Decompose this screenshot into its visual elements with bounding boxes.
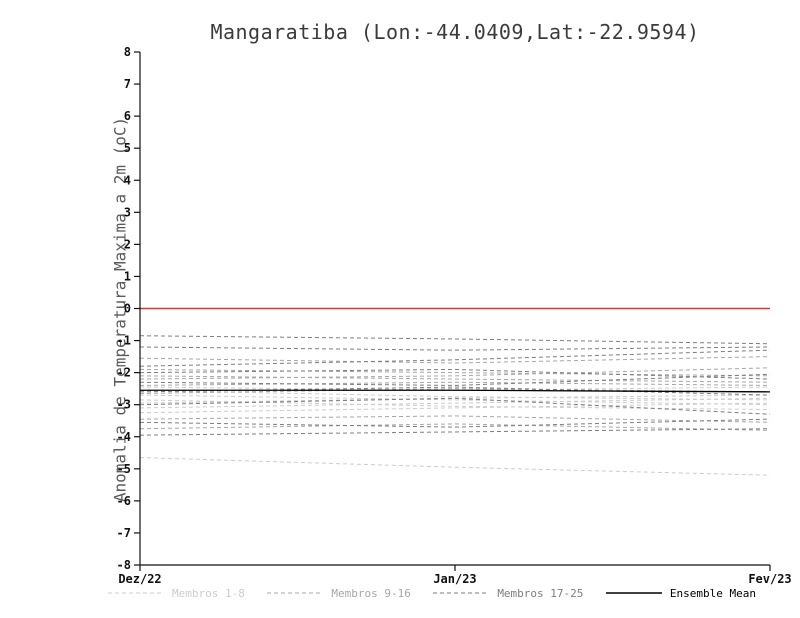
ensemble-member-line — [139, 397, 771, 409]
y-tick-label: -4 — [117, 430, 131, 444]
y-tick-label: 5 — [124, 141, 131, 155]
legend-label: Membros 9-16 — [331, 586, 411, 600]
ensemble-member-line — [139, 346, 771, 351]
ensemble-member-line — [139, 402, 771, 414]
dashed-line-icon — [108, 592, 164, 594]
ensemble-member-line — [139, 397, 771, 415]
ensemble-member-line — [139, 368, 771, 377]
dashed-line-icon — [267, 592, 324, 594]
y-tick-label: 6 — [124, 109, 131, 123]
ensemble-member-line — [139, 356, 771, 364]
legend-item-ensemble-mean: Ensemble Mean — [605, 586, 756, 600]
ensemble-member-line — [139, 373, 771, 386]
y-tick-label: -7 — [117, 526, 131, 540]
legend-label: Ensemble Mean — [669, 586, 756, 600]
y-tick-label: -1 — [117, 334, 131, 348]
y-tick-label: 7 — [124, 77, 131, 91]
y-tick-label: -2 — [117, 366, 131, 380]
y-tick-label: 4 — [124, 173, 131, 187]
y-tick-label: -8 — [117, 558, 131, 572]
legend-item-members-1-8: Membros 1-8 — [108, 587, 245, 600]
ensemble-member-line — [139, 428, 771, 436]
chart-title: Mangaratiba (Lon:-44.0409,Lat:-22.9594) — [210, 20, 700, 44]
ensemble-member-line — [139, 418, 771, 428]
x-tick-label: Dez/22 — [118, 572, 161, 586]
ensemble-member-line — [139, 368, 771, 380]
legend-label: Membros 1-8 — [172, 586, 245, 600]
legend-item-members-9-16: Membros 9-16 — [267, 586, 411, 600]
dashed-line-icon — [433, 592, 490, 594]
ensemble-member-line — [139, 349, 771, 367]
ensemble-member-line — [139, 381, 771, 386]
y-tick-label: 3 — [124, 205, 131, 219]
x-tick-label: Fev/23 — [748, 572, 791, 586]
legend-label: Membros 17-25 — [497, 586, 584, 600]
ensemble-member-line — [139, 375, 771, 383]
ensemble-member-line — [139, 367, 771, 380]
ensemble-member-line — [139, 457, 771, 476]
ensemble-mean-line — [140, 389, 771, 393]
y-tick-label: -6 — [117, 494, 131, 508]
x-tick-label: Jan/23 — [433, 572, 476, 586]
y-tick-label: 8 — [124, 45, 131, 59]
y-tick-label: -3 — [117, 398, 131, 412]
legend-item-members-17-25: Membros 17-25 — [433, 587, 583, 600]
y-tick-label: 1 — [124, 269, 131, 283]
legend: Membros 1-8 Membros 9-16 Membros 17-25 E… — [108, 584, 756, 602]
ensemble-member-line — [139, 389, 771, 401]
y-tick-label: -5 — [117, 462, 131, 476]
ensemble-member-line — [139, 423, 771, 431]
y-tick-label: 2 — [124, 237, 131, 251]
ensemble-member-line — [139, 399, 771, 410]
ensemble-member-line — [139, 415, 771, 423]
ensemble-member-line — [139, 335, 771, 345]
solid-line-icon — [605, 592, 662, 594]
ensemble-member-line — [139, 394, 771, 406]
y-tick-label: 0 — [124, 302, 131, 316]
